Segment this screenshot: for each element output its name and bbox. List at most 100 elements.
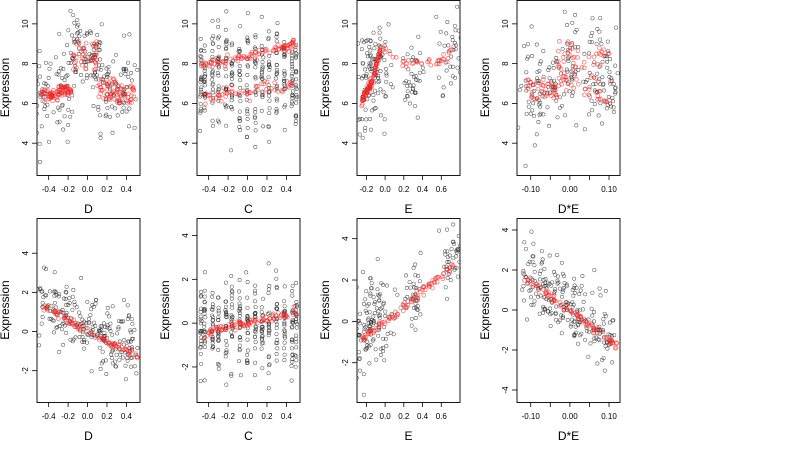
fitted-point: [596, 79, 601, 84]
data-point: [224, 39, 229, 44]
data-point: [210, 123, 215, 128]
fitted-point: [263, 86, 269, 92]
fitted-point: [584, 320, 590, 325]
x-tick-label: 0.4: [121, 412, 133, 421]
data-point: [413, 77, 418, 82]
y-tick-label: 4: [21, 250, 30, 255]
data-point: [613, 86, 618, 91]
data-point: [52, 289, 57, 294]
data-point: [210, 69, 215, 74]
data-point: [409, 316, 414, 321]
data-point: [37, 74, 42, 79]
data-point: [216, 366, 221, 371]
data-point: [350, 68, 353, 71]
data-point: [64, 290, 69, 295]
data-point: [454, 250, 459, 255]
data-point: [521, 284, 526, 289]
data-point: [37, 287, 41, 292]
x-axis-label: E: [404, 202, 412, 216]
data-point: [245, 73, 250, 77]
data-point: [199, 335, 204, 340]
data-point: [600, 75, 605, 80]
data-point: [601, 356, 606, 361]
fitted-point: [276, 310, 281, 316]
data-point: [98, 345, 102, 350]
fitted-point: [377, 50, 383, 56]
data-point: [66, 28, 71, 33]
data-point: [537, 271, 542, 276]
x-axis-label: D*E: [558, 429, 579, 443]
fitted-point: [44, 88, 49, 94]
fitted-point: [118, 86, 124, 91]
data-point: [582, 127, 587, 132]
data-point: [534, 132, 539, 137]
data-point: [96, 104, 101, 109]
fitted-point: [373, 61, 379, 67]
data-point: [210, 307, 215, 312]
data-point: [230, 41, 235, 46]
fitted-point: [56, 91, 62, 97]
data-point: [224, 47, 228, 51]
fitted-point: [587, 94, 593, 99]
data-point: [524, 246, 528, 251]
data-point: [455, 274, 460, 279]
data-point: [57, 324, 62, 328]
data-point: [84, 73, 89, 78]
data-point: [376, 333, 381, 338]
fitted-point: [427, 281, 432, 287]
fitted-point: [569, 83, 574, 88]
data-point: [43, 104, 48, 109]
data-point: [436, 75, 441, 80]
data-point: [538, 293, 543, 298]
data-point: [561, 92, 566, 97]
data-point: [411, 281, 416, 286]
fitted-point: [222, 89, 228, 95]
fitted-point: [414, 287, 420, 293]
data-point: [260, 337, 265, 342]
data-point: [110, 332, 115, 337]
data-point: [293, 51, 298, 56]
data-point: [123, 67, 128, 72]
data-point: [229, 313, 234, 318]
data-point: [363, 308, 368, 313]
data-point: [274, 302, 279, 307]
data-point: [97, 47, 102, 52]
data-point: [555, 253, 560, 258]
data-point: [378, 69, 383, 74]
data-point: [274, 332, 279, 337]
data-point: [455, 4, 460, 9]
fitted-point: [606, 51, 612, 56]
fitted-point: [390, 54, 396, 60]
data-point: [267, 331, 271, 335]
data-point: [554, 304, 559, 309]
data-point: [237, 72, 242, 77]
data-point: [245, 11, 250, 16]
data-point: [237, 125, 242, 130]
fitted-point: [131, 87, 137, 93]
data-point: [450, 35, 455, 39]
fitted-point: [238, 56, 244, 62]
x-tick-label: -0.4: [202, 185, 216, 194]
data-point: [420, 65, 425, 70]
data-point: [216, 338, 221, 343]
data-point: [421, 70, 426, 75]
data-point: [274, 325, 279, 330]
fitted-point: [563, 304, 569, 309]
data-point: [203, 72, 208, 77]
data-point: [126, 124, 131, 129]
x-tick-label: 0.2: [398, 185, 410, 194]
data-point: [416, 273, 421, 278]
data-point: [104, 372, 109, 376]
fitted-point: [64, 320, 69, 326]
data-point: [113, 359, 118, 364]
data-point: [352, 28, 355, 31]
data-point: [383, 94, 388, 99]
fitted-point: [99, 335, 105, 341]
data-point: [238, 127, 243, 132]
data-point: [238, 85, 243, 90]
data-point: [413, 262, 418, 267]
data-point: [253, 145, 258, 149]
data-point: [72, 20, 77, 25]
